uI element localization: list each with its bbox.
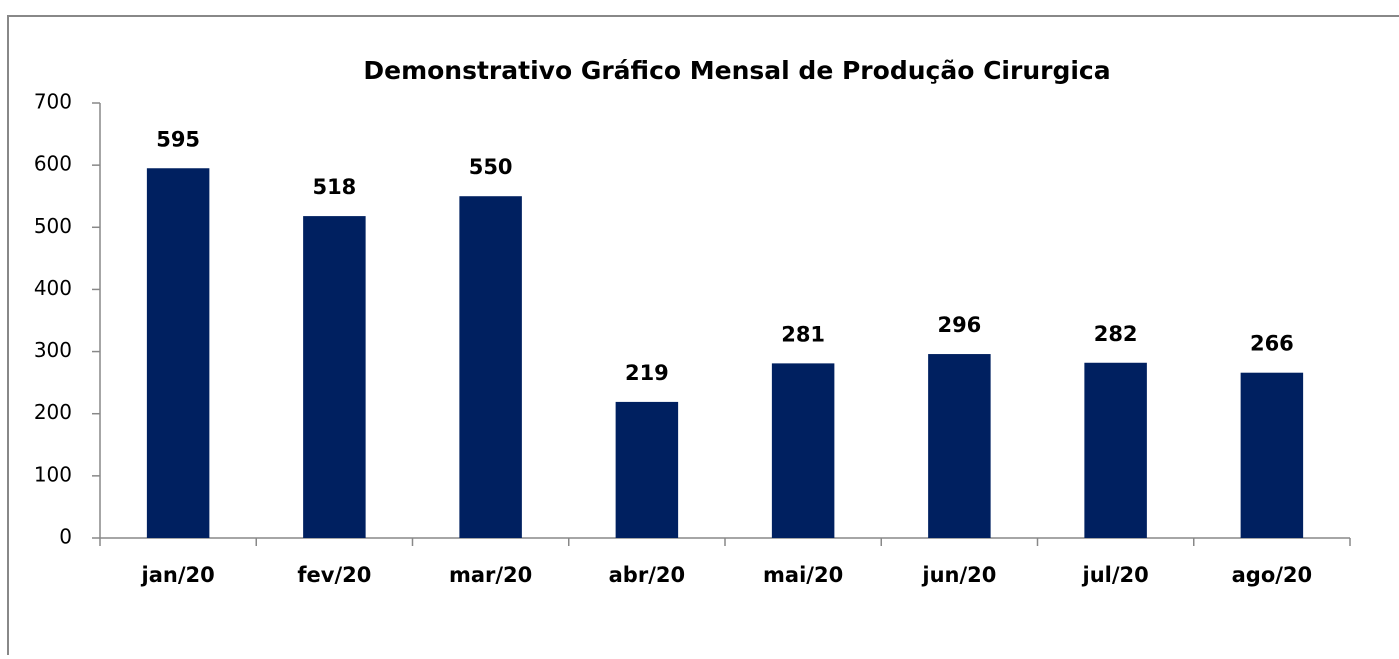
chart-frame [7,15,1399,659]
x-tick-label: fev/20 [297,563,371,587]
data-label: 296 [937,313,981,337]
data-label: 266 [1250,332,1294,356]
y-tick-label: 500 [34,214,72,238]
bar [928,354,991,538]
data-label: 595 [156,127,200,151]
y-tick-label: 400 [34,276,72,300]
data-label: 518 [312,175,356,199]
bar [771,363,835,538]
data-label: 219 [625,361,669,385]
chart-title: Demonstrativo Gráfico Mensal de Produção… [363,56,1110,85]
bar [459,196,522,538]
x-tick-label: mai/20 [763,563,843,587]
bar [1240,372,1304,538]
bar [615,401,679,538]
x-tick-label: abr/20 [609,563,685,587]
y-tick-label: 300 [34,338,72,362]
x-tick-label: jun/20 [921,563,996,587]
bar [146,168,210,538]
y-tick-label: 0 [59,525,72,549]
x-tick-label: jul/20 [1082,563,1149,587]
data-label: 281 [781,322,825,346]
data-label: 550 [469,155,513,179]
y-tick-label: 100 [34,462,72,486]
x-tick-label: mar/20 [449,563,532,587]
bar [303,216,366,538]
bar [1084,362,1147,538]
x-tick-label: jan/20 [141,563,215,587]
data-label: 282 [1094,322,1138,346]
y-tick-label: 700 [34,90,72,114]
x-tick-label: ago/20 [1232,563,1313,587]
y-tick-label: 200 [34,400,72,424]
y-tick-label: 600 [34,152,72,176]
